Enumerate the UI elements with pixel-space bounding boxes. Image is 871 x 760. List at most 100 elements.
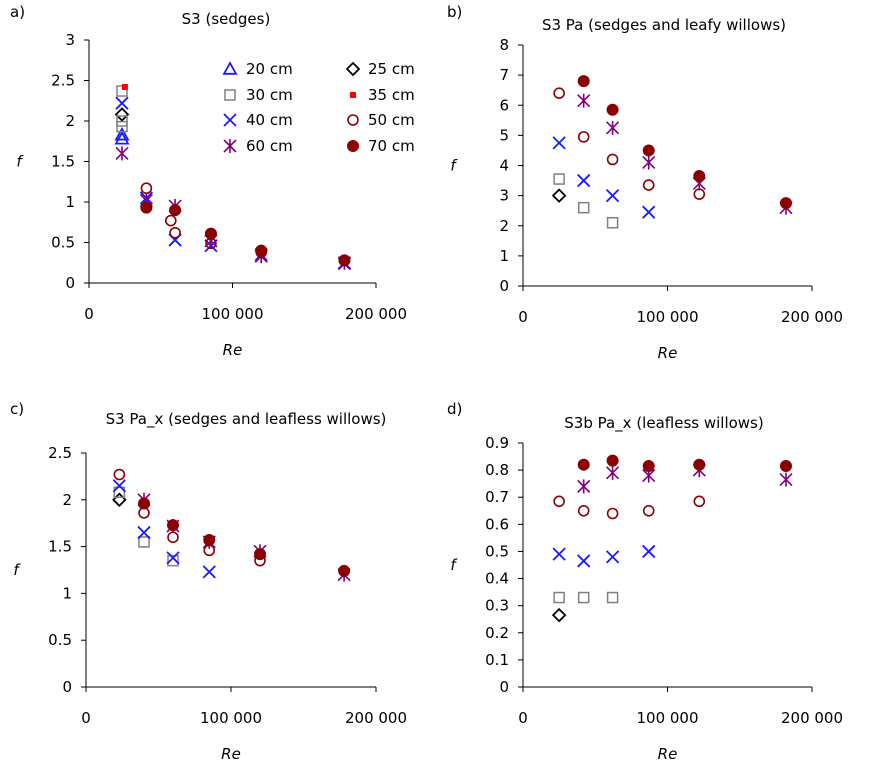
y-tick-label: 0 [65, 274, 75, 292]
legend-label: 30 cm [246, 86, 293, 104]
panel-letter: a) [10, 3, 25, 21]
data-point [112, 492, 127, 508]
y-axis-label: f [450, 157, 458, 175]
data-point [553, 87, 565, 99]
x-axis-label: Re [221, 745, 241, 760]
y-tick-label: 3 [499, 187, 509, 205]
data-point [167, 519, 179, 532]
y-tick-label: 0 [499, 678, 509, 696]
y-tick-label: 0 [499, 277, 509, 295]
legend-item: 20 cm [222, 60, 293, 78]
data-point [552, 136, 566, 150]
legend-marker [222, 61, 238, 75]
data-point [577, 554, 591, 568]
x-axis-label: Re [658, 344, 678, 362]
y-tick-label: 0.5 [51, 234, 75, 252]
x-tick-label: 200 000 [345, 305, 407, 323]
y-tick-label: 2.5 [51, 72, 75, 90]
x-axis-label: Re [223, 341, 243, 359]
y-tick-label: 0.1 [485, 651, 509, 669]
data-point [121, 83, 128, 90]
x-tick-label: 200 000 [781, 709, 843, 727]
chart-title: S3 (sedges) [182, 10, 271, 28]
y-tick-label: 2.5 [48, 444, 72, 462]
data-point [204, 227, 217, 240]
y-tick-label: 4 [499, 157, 509, 175]
legend-label: 35 cm [368, 86, 415, 104]
legend-marker [350, 92, 356, 98]
data-point [642, 179, 655, 191]
data-point [577, 75, 590, 88]
legend-item: 70 cm [347, 137, 415, 155]
y-tick-label: 0.4 [485, 570, 509, 588]
data-point [114, 130, 130, 145]
y-tick-label: 6 [499, 96, 509, 114]
data-point [114, 126, 130, 141]
data-point [115, 96, 129, 110]
data-point [642, 155, 656, 170]
data-point [169, 204, 182, 217]
y-tick-label: 0.9 [485, 434, 509, 452]
data-point [113, 486, 126, 499]
legend-item: 35 cm [350, 86, 415, 104]
legend-item: 25 cm [345, 60, 415, 78]
data-point [167, 554, 179, 567]
legend-item: 50 cm [347, 111, 415, 129]
legend: 20 cm 25 cm 30 cm 35 cm 40 cm 50 cm 60 cm 70 cm [222, 60, 415, 155]
data-point [605, 550, 620, 564]
y-tick-label: 0.6 [485, 515, 509, 533]
x-tick-label: 0 [518, 308, 528, 326]
data-point [606, 153, 619, 166]
y-tick-label: 2 [62, 491, 72, 509]
x-tick-label: 0 [81, 709, 91, 727]
data-point [137, 525, 151, 540]
data-point [140, 201, 153, 214]
data-point [164, 214, 177, 227]
data-point [606, 465, 620, 480]
x-tick-label: 100 000 [636, 308, 698, 326]
y-tick-label: 0.8 [485, 461, 509, 479]
data-point [114, 107, 130, 122]
legend-label: 40 cm [246, 111, 293, 129]
data-point [338, 564, 351, 577]
y-tick-label: 1 [499, 247, 509, 265]
data-point [577, 458, 590, 471]
legend-label: 20 cm [246, 60, 293, 78]
data-point [113, 468, 126, 481]
y-tick-label: 1 [65, 193, 75, 211]
data-point [553, 173, 565, 185]
legend-marker [345, 61, 361, 77]
legend-marker [223, 113, 237, 127]
y-tick-label: 0 [62, 678, 72, 696]
data-point [138, 497, 150, 510]
y-tick-label: 0.2 [485, 624, 509, 642]
data-point [115, 146, 129, 161]
data-point [606, 103, 619, 116]
data-point [606, 591, 619, 604]
legend-marker [347, 140, 359, 152]
y-axis-label: f [450, 556, 458, 574]
data-point [203, 534, 216, 547]
data-point [642, 460, 655, 473]
data-point [642, 205, 656, 219]
panel-letter: d) [447, 400, 462, 418]
y-tick-label: 0.5 [48, 631, 72, 649]
data-point [553, 591, 565, 604]
data-point [577, 479, 591, 494]
y-tick-label: 8 [499, 36, 509, 54]
data-point [553, 495, 565, 508]
x-tick-label: 0 [84, 305, 94, 323]
data-point [552, 547, 566, 561]
data-point [606, 454, 619, 467]
data-point [693, 170, 706, 183]
data-point [140, 182, 153, 195]
x-tick-label: 100 000 [200, 709, 262, 727]
data-point [166, 551, 180, 565]
data-point [577, 504, 590, 517]
data-point [138, 536, 150, 548]
data-point [116, 120, 128, 133]
data-point [605, 188, 620, 203]
y-tick-label: 1 [62, 584, 72, 602]
x-tick-label: 100 000 [201, 305, 263, 323]
